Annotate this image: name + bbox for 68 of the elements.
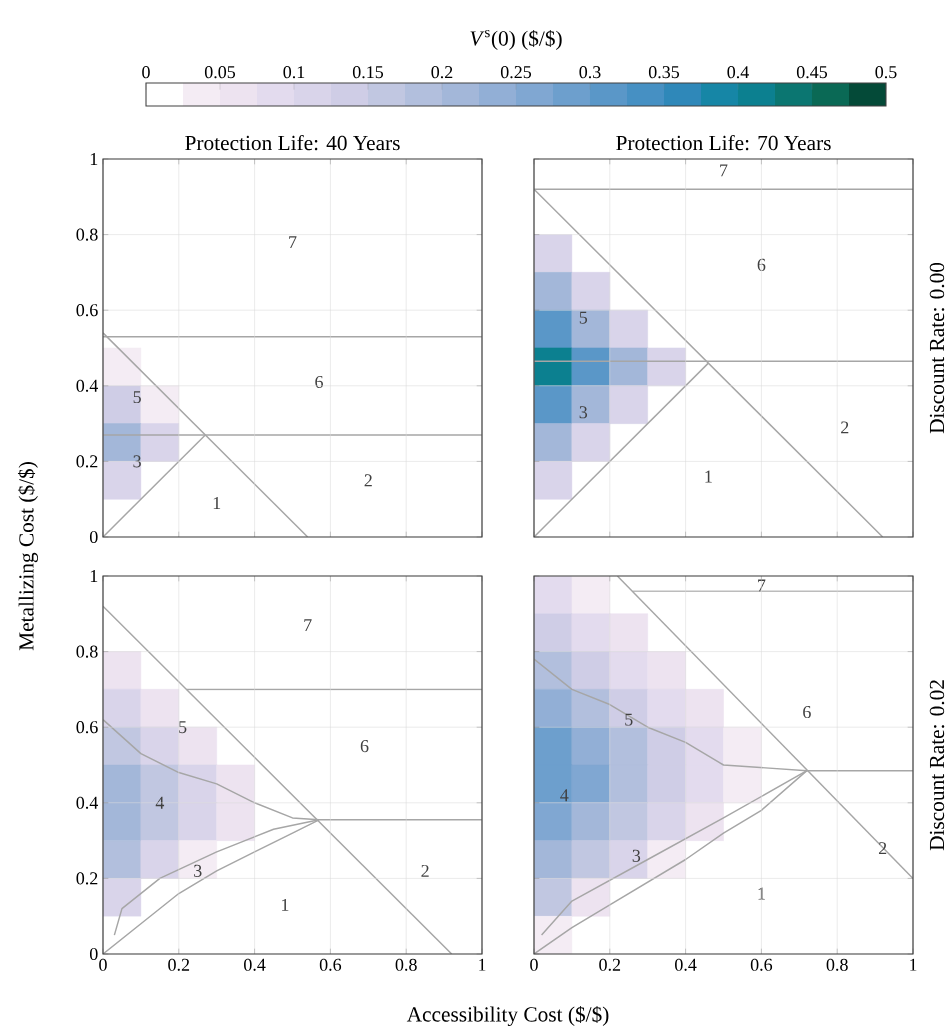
color-bar-label: 0.25 bbox=[500, 66, 532, 79]
y-axis-title: Metallizing Cost ($/$) bbox=[17, 462, 39, 651]
y-tick-label: 0.8 bbox=[76, 645, 98, 658]
color-bar-label: 0.4 bbox=[727, 66, 749, 79]
y-tick-label: 1 bbox=[90, 153, 98, 165]
x-tick-label: 0.6 bbox=[319, 958, 342, 971]
y-tick-label: 0.4 bbox=[76, 379, 99, 392]
annotation: 2 bbox=[364, 474, 372, 487]
y-tick-label: 1 bbox=[90, 570, 98, 582]
color-bar-label: 0.2 bbox=[431, 66, 453, 79]
x-tick-label: 1 bbox=[910, 958, 917, 971]
color-bar-label: 0.1 bbox=[283, 66, 305, 79]
color-bar-label: 0.45 bbox=[796, 66, 828, 79]
annotation: 5 bbox=[179, 721, 187, 734]
color-bar-label: 0.5 bbox=[875, 66, 897, 79]
annotation: 1 bbox=[282, 898, 289, 911]
chart-title: Protection Life: 40 Years bbox=[185, 134, 400, 151]
y2-axis-title: Discount Rate: 0.02 bbox=[929, 680, 945, 851]
annotation: 2 bbox=[421, 864, 429, 877]
annotation: 2 bbox=[841, 421, 849, 434]
annotation: 1 bbox=[213, 497, 221, 509]
color-bar-title: V$^{s}$(0) ($/$) bbox=[470, 29, 562, 50]
y2-axis-title: Discount Rate: 0.00 bbox=[929, 262, 945, 434]
annotation: 6 bbox=[360, 740, 369, 753]
y-tick-label: 0.2 bbox=[76, 455, 98, 468]
annotation: 7 bbox=[289, 236, 297, 249]
y-tick-label: 0.4 bbox=[76, 796, 99, 809]
x-tick-label: 1 bbox=[479, 958, 486, 971]
x-tick-label: 0.6 bbox=[750, 958, 773, 971]
y-tick-label: 0.6 bbox=[76, 721, 98, 734]
chart-title: Protection Life: 70 Years bbox=[616, 134, 831, 151]
y-tick-label: 0.2 bbox=[76, 872, 98, 885]
color-bar-label: 0.3 bbox=[579, 66, 601, 79]
x-tick-label: 0 bbox=[530, 958, 538, 971]
annotation: 3 bbox=[194, 864, 202, 877]
annotation: 3 bbox=[133, 455, 141, 468]
y-tick-label: 0.8 bbox=[76, 228, 98, 241]
annotation: 5 bbox=[625, 713, 633, 726]
annotation: 5 bbox=[133, 391, 141, 404]
annotation: 2 bbox=[878, 842, 887, 855]
y-tick-label: 0 bbox=[89, 947, 98, 961]
annotation: 3 bbox=[579, 406, 588, 419]
annotation: 6 bbox=[803, 706, 811, 719]
y-tick-label: 0 bbox=[89, 530, 98, 544]
x-tick-label: 0 bbox=[99, 958, 107, 971]
x-axis-title: Accessibility Cost ($/$) bbox=[406, 1005, 609, 1027]
x-tick-label: 0.8 bbox=[395, 958, 417, 971]
annotation: 1 bbox=[758, 887, 765, 900]
annotation: 6 bbox=[315, 375, 323, 389]
annotation: 7 bbox=[304, 619, 312, 632]
x-tick-label: 0.4 bbox=[675, 958, 697, 971]
annotation: 3 bbox=[632, 849, 641, 862]
annotation: 4 bbox=[560, 789, 569, 802]
x-tick-label: 0.2 bbox=[599, 958, 621, 971]
annotation: 5 bbox=[579, 311, 588, 324]
color-bar-label: 0.15 bbox=[352, 66, 384, 79]
annotation: 7 bbox=[758, 579, 766, 592]
y-tick-label: 0.6 bbox=[76, 304, 98, 317]
x-tick-label: 0.4 bbox=[244, 958, 266, 971]
color-bar-label: 0.05 bbox=[204, 66, 236, 79]
color-bar-label: 0.35 bbox=[648, 66, 680, 79]
annotation: 6 bbox=[757, 258, 766, 271]
annotation: 1 bbox=[705, 470, 712, 483]
x-tick-label: 0.8 bbox=[826, 958, 848, 971]
annotation: 4 bbox=[155, 796, 165, 809]
annotation: 7 bbox=[720, 164, 728, 177]
color-bar-label: 0 bbox=[142, 66, 150, 79]
x-tick-label: 0.2 bbox=[168, 958, 190, 971]
